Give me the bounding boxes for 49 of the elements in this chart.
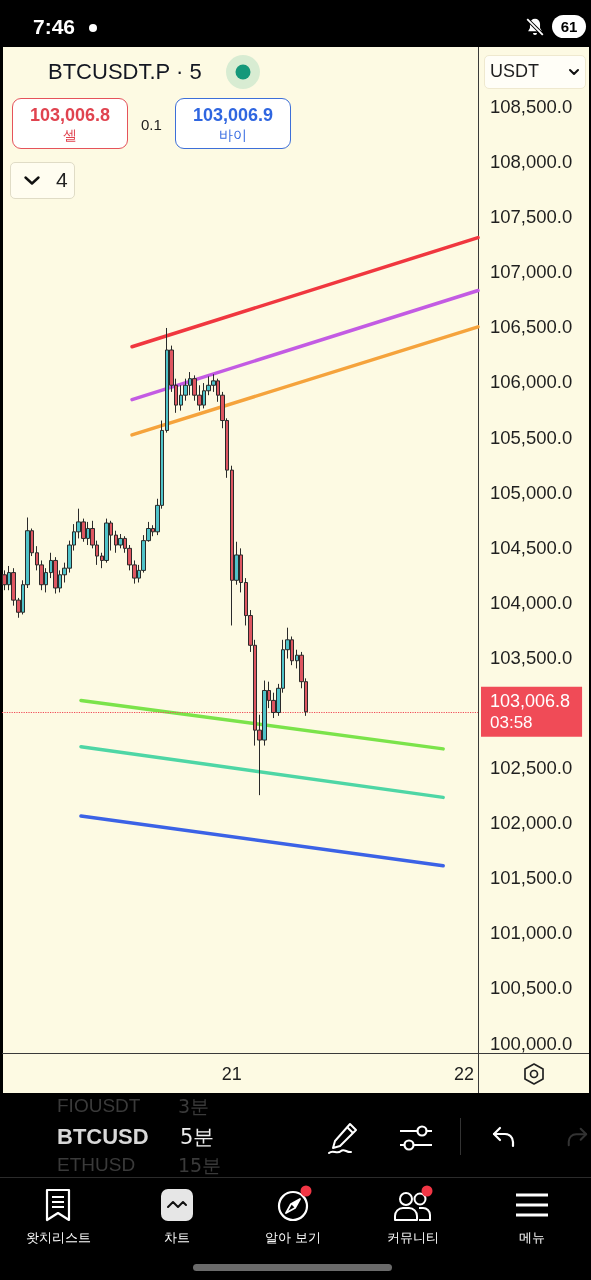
- text: 3분: [178, 1095, 210, 1117]
- annotation: 103,006.8: [29, 105, 111, 126]
- text: 03:58: [490, 713, 533, 733]
- annotation: 셀: [63, 127, 77, 144]
- text: 7:46: [33, 14, 76, 39]
- y-tick-label: 100,000.0: [490, 1032, 573, 1054]
- buy-button: 103,006.9 바이: [175, 98, 291, 149]
- candlestick: [53, 556, 58, 595]
- text: 커뮤니티: [387, 1229, 439, 1246]
- y-tick-label: 101,500.0: [490, 867, 573, 889]
- text: 차트: [164, 1229, 190, 1246]
- x-tick-label: 21: [221, 1064, 242, 1084]
- y-tick-label: 104,000.0: [490, 591, 573, 613]
- text: 15분: [178, 1154, 222, 1176]
- currency-select: USDT: [484, 55, 586, 89]
- x-tick-label: 22: [454, 1064, 475, 1084]
- y-tick-label: 107,500.0: [490, 206, 573, 228]
- candlestick: [2, 569, 7, 591]
- text: FIOUSDT: [57, 1095, 141, 1117]
- text: BTCUSDT.P · 5: [48, 59, 202, 85]
- y-tick-label: 107,000.0: [490, 261, 573, 283]
- y-tick-label: 102,000.0: [490, 812, 573, 834]
- collapse-button: 4: [10, 162, 75, 199]
- y-tick-label: 106,500.0: [490, 316, 573, 338]
- y-tick-label: 100,500.0: [490, 977, 573, 999]
- candlestick: [118, 533, 123, 549]
- text: 왓치리스트: [25, 1229, 91, 1246]
- text: 5분: [180, 1124, 215, 1150]
- battery-icon: 61: [552, 15, 586, 38]
- y-tick-label: 101,000.0: [490, 922, 573, 944]
- annotation: 0.1: [141, 116, 162, 134]
- y-tick-label: 105,000.0: [490, 481, 573, 503]
- text: BTCUSD: [57, 1124, 149, 1150]
- candlestick: [104, 518, 109, 564]
- y-tick-label: 105,500.0: [490, 426, 573, 448]
- y-tick-label: 106,000.0: [490, 371, 573, 393]
- ref-line-label: 103,006.8: [490, 690, 571, 711]
- y-tick-label: 102,500.0: [490, 757, 573, 779]
- sell-button: 103,006.8 셀: [12, 98, 128, 149]
- annotation: 103,006.9: [192, 105, 274, 126]
- annotation: 4: [56, 168, 68, 192]
- y-tick-label: 103,500.0: [490, 646, 573, 668]
- text: ETHUSD: [57, 1154, 136, 1176]
- text: 메뉴: [519, 1229, 545, 1246]
- text: 알아 보기: [264, 1229, 322, 1246]
- y-tick-label: 108,000.0: [490, 151, 573, 173]
- y-tick-label: 108,500.0: [490, 96, 573, 117]
- annotation: 바이: [219, 127, 247, 144]
- y-tick-label: 104,500.0: [490, 536, 573, 558]
